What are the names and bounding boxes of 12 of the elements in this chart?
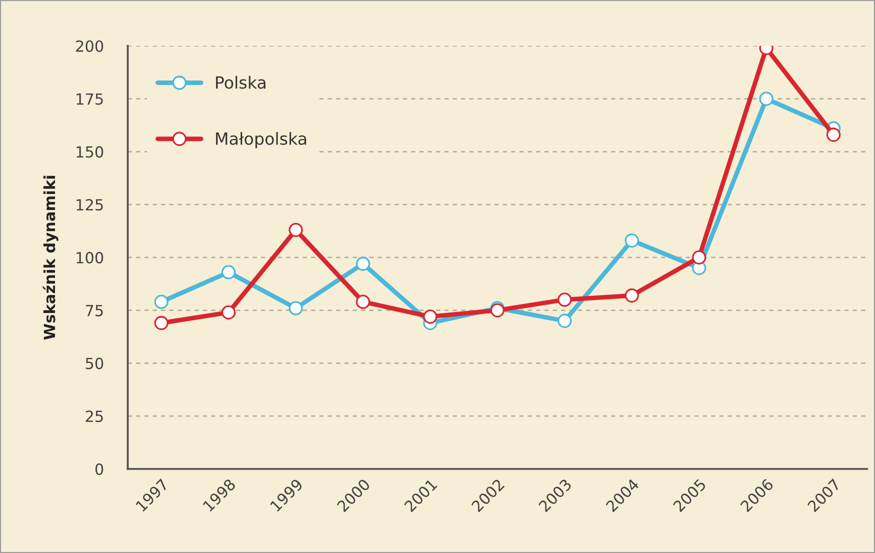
y-tick-label: 150 (76, 146, 104, 158)
y-tick-label: 50 (86, 358, 104, 370)
legend-label: Małopolska (216, 132, 306, 148)
y-tick-label: 75 (86, 304, 103, 316)
legend-label: Polska (216, 76, 266, 89)
y-tick-label: 100 (76, 252, 104, 264)
y-tick-label: 0 (95, 463, 104, 475)
y-tick-label: 200 (76, 40, 104, 52)
y-tick-label: 125 (76, 199, 103, 211)
y-tick-label: 25 (86, 410, 103, 422)
y-axis-title: Wskaźnik dynamiki (42, 176, 58, 340)
y-tick-label: 175 (76, 93, 103, 105)
